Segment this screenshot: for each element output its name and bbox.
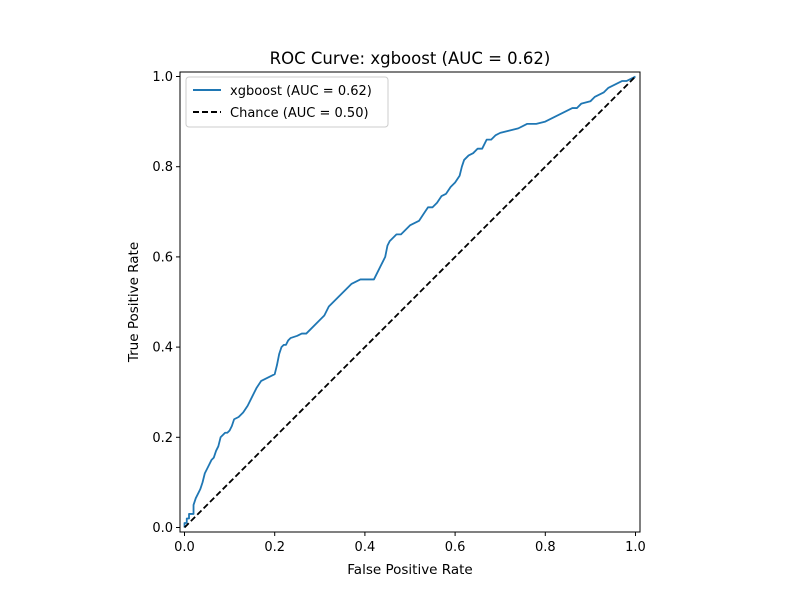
y-tick-label: 0.8 [152,160,173,175]
plot-area [179,71,641,533]
x-axis-ticks: 0.0 0.2 0.4 0.6 0.8 1.0 [174,532,646,555]
legend: xgboost (AUC = 0.62) Chance (AUC = 0.50) [185,76,389,128]
legend-box [185,76,389,128]
legend-label-xgboost: xgboost (AUC = 0.62) [230,84,372,99]
series-layer [183,75,637,529]
x-axis-label: False Positive Rate [347,562,472,578]
x-tick-label: 0.2 [264,540,285,555]
y-tick-label: 0.6 [152,250,173,265]
x-tick-label: 0.4 [355,540,376,555]
y-axis-label: True Positive Rate [126,242,142,363]
x-tick-label: 1.0 [625,540,646,555]
y-axis-ticks: 0.0 0.2 0.4 0.6 0.8 1.0 [152,70,180,536]
roc-curve-line [183,75,636,528]
x-tick-label: 0.6 [445,540,466,555]
y-tick-label: 0.2 [152,431,173,446]
y-tick-label: 0.0 [152,521,173,536]
chance-diagonal-line [183,75,637,529]
axes-border [179,71,641,533]
legend-label-chance: Chance (AUC = 0.50) [230,106,369,121]
y-tick-label: 0.4 [152,341,173,356]
x-tick-label: 0.0 [174,540,195,555]
chart-title: ROC Curve: xgboost (AUC = 0.62) [270,49,551,68]
y-tick-label: 1.0 [152,70,173,85]
x-tick-label: 0.8 [535,540,556,555]
